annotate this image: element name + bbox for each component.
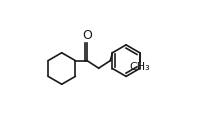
Text: O: O	[82, 29, 92, 42]
Text: CH₃: CH₃	[129, 62, 150, 72]
